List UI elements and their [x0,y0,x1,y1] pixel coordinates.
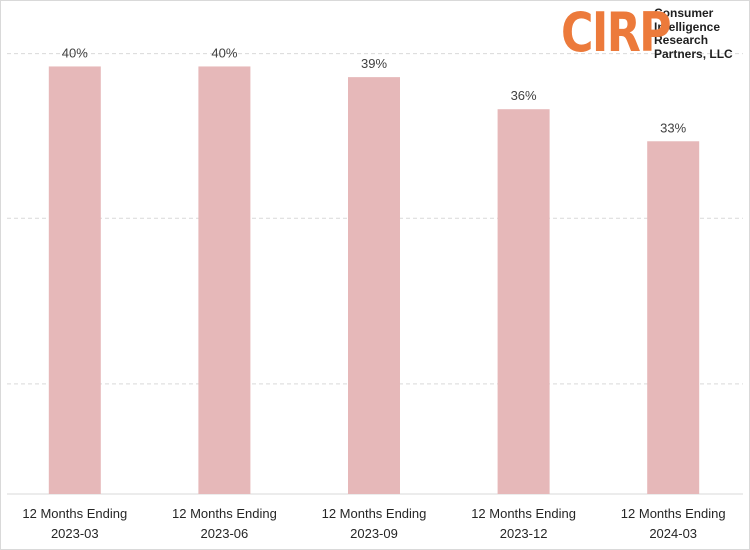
x-tick-label: 12 Months Ending [471,506,576,521]
bar [48,66,101,494]
bar-value-label: 40% [62,45,88,60]
bar-value-label: 40% [211,45,237,60]
bars [48,66,700,494]
logo-line: Consumer [654,6,714,20]
x-tick-labels: 12 Months Ending 2023-03 12 Months Ending 2… [22,506,725,541]
logo-line: Intelligence [654,19,721,34]
logo-company-name: Consumer Intelligence Research Partners,… [654,6,733,61]
logo-line: Research [654,33,709,47]
x-tick-label: 12 Months Ending [322,506,427,521]
logo-line: Partners, LLC [654,46,733,61]
x-tick-label: 2024-03 [649,526,697,541]
bar [647,141,700,494]
x-tick-label: 2023-09 [350,526,398,541]
bar-value-label: 36% [511,88,537,103]
x-tick-label: 2023-06 [201,526,249,541]
cirp-logo: CIRP Consumer Intelligence Research Part… [561,5,733,67]
bar [348,77,400,494]
data-labels: 40% 40% 39% 36% 33% [62,45,687,135]
logo-mark: CIRP [561,1,672,64]
bar-value-label: 39% [361,56,387,71]
x-tick-label: 2023-12 [500,526,548,541]
bar-value-label: 33% [660,120,686,135]
x-tick-label: 12 Months Ending [172,506,277,521]
x-tick-label: 12 Months Ending [621,506,726,521]
bar [198,66,251,494]
x-tick-label: 12 Months Ending [22,506,127,521]
x-tick-label: 2023-03 [51,526,99,541]
bar [497,109,550,494]
